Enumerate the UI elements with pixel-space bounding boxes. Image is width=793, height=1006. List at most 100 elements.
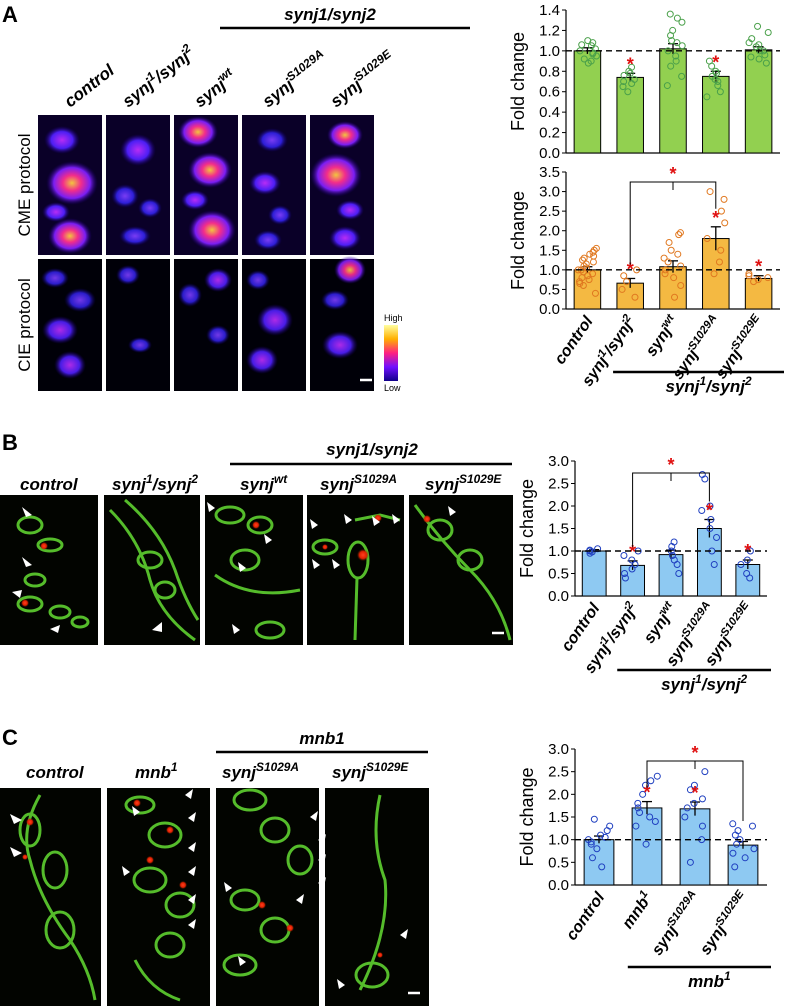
y-tick-label: 3.0	[539, 184, 560, 201]
y-tick-label: 1.0	[539, 43, 560, 60]
data-point	[667, 62, 675, 70]
significance-asterisk: *	[627, 54, 634, 74]
data-point	[683, 804, 691, 812]
data-point	[641, 781, 649, 789]
data-point	[690, 799, 698, 807]
colorbar	[384, 325, 398, 381]
significance-asterisk: *	[691, 783, 698, 803]
data-point	[579, 282, 587, 290]
data-point	[618, 285, 626, 293]
significance-asterisk: *	[643, 783, 650, 803]
column-label: synjS1029A	[257, 46, 331, 111]
column-label: synj1/synj2	[117, 41, 199, 112]
y-axis-label: Fold change	[508, 32, 528, 131]
x-tick-label: mnb1	[618, 888, 657, 932]
data-point	[743, 556, 751, 564]
data-point	[743, 570, 751, 577]
data-point	[646, 813, 654, 821]
data-point	[584, 272, 592, 280]
significance-asterisk: *	[629, 542, 636, 562]
data-point	[729, 820, 737, 828]
bar	[581, 550, 607, 597]
data-point	[745, 272, 753, 280]
panel-a-micrographs	[38, 115, 374, 391]
y-tick-label: 1.0	[548, 832, 569, 849]
data-point	[578, 41, 586, 49]
data-point	[706, 525, 714, 532]
data-point	[665, 238, 673, 246]
data-point	[686, 786, 694, 794]
data-point	[698, 822, 706, 830]
data-point	[750, 278, 758, 286]
data-point	[670, 556, 678, 564]
data-point	[681, 813, 689, 821]
y-axis-label: Fold change	[517, 479, 537, 578]
data-point	[733, 840, 741, 848]
data-point	[717, 207, 725, 215]
chart-a-cme: 0.0 0.2 0.4 0.6 0.8 1.0 1.2 1.4 Fold change * *	[508, 2, 780, 162]
data-point	[619, 83, 627, 91]
y-tick-label: 0.0	[548, 877, 569, 894]
x-tick-label: synjS1029E	[696, 888, 753, 958]
x-tick-label: control	[563, 889, 608, 944]
bar	[696, 528, 722, 597]
y-tick-label: 2.5	[539, 203, 560, 220]
y-axis-label: Fold change	[508, 191, 528, 290]
x-group-label: synj1/synj2	[661, 672, 747, 694]
chart-c: 0.0 0.5 1.0 1.5 2.0 2.5 3.0 Fold change * * * contr…	[517, 741, 771, 991]
data-point	[710, 561, 718, 568]
data-point	[741, 854, 749, 862]
panel-label-c: C	[2, 725, 18, 750]
group-label-c: mnb1	[299, 729, 344, 748]
y-tick-label: 3.0	[548, 741, 569, 758]
panel-c-column-labels: control mnb1 synjS1029A synjS1029E	[26, 760, 409, 782]
data-point	[675, 231, 683, 239]
data-point	[729, 849, 737, 857]
data-point	[597, 831, 605, 839]
data-point	[576, 280, 584, 288]
column-label: control	[20, 475, 79, 494]
column-label: synjS1029E	[425, 472, 502, 494]
data-point	[620, 552, 628, 559]
data-point	[667, 246, 675, 254]
data-point	[660, 254, 668, 262]
data-point	[670, 274, 678, 282]
data-point	[620, 71, 628, 79]
data-point	[634, 799, 642, 807]
data-point	[671, 293, 679, 301]
data-point	[632, 822, 640, 830]
data-point	[594, 545, 602, 553]
data-point	[716, 88, 724, 96]
data-point	[701, 768, 709, 776]
data-point	[642, 840, 650, 848]
group-label-a: synj1/synj2	[284, 5, 376, 24]
data-point	[579, 256, 587, 264]
data-point	[670, 538, 678, 546]
bar	[573, 50, 602, 154]
data-point	[698, 795, 706, 803]
bar	[744, 277, 773, 310]
panel-label-b: B	[2, 430, 18, 455]
data-point	[673, 39, 681, 47]
data-point	[647, 777, 655, 785]
y-tick-label: 0.0	[539, 301, 560, 318]
data-point	[705, 57, 713, 65]
data-point	[754, 22, 762, 30]
data-point	[764, 28, 772, 36]
y-tick-label: 0.8	[539, 63, 560, 80]
data-point	[591, 289, 599, 297]
a-cie-synj-image	[106, 259, 170, 391]
data-point	[585, 276, 593, 284]
data-point	[580, 55, 588, 63]
data-point	[664, 258, 672, 266]
data-point	[639, 790, 647, 798]
colorbar-low-label: Low	[384, 383, 401, 393]
y-tick-label: 0.4	[539, 104, 560, 121]
group-label-b: synj1/synj2	[326, 440, 418, 459]
data-point	[755, 41, 763, 49]
data-point	[706, 188, 714, 196]
data-point	[764, 274, 772, 282]
column-label: synjS1029E	[332, 760, 409, 782]
